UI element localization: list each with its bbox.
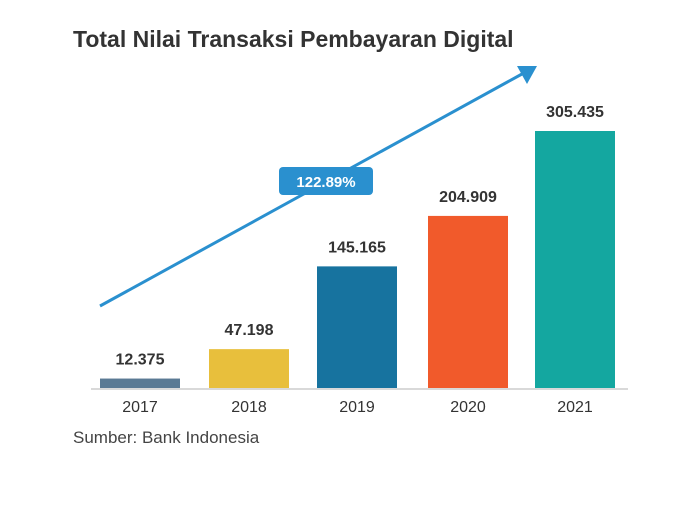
value-label-2019: 145.165 — [328, 239, 386, 256]
x-axis-ticks-group: 2017 2018 2019 2020 2021 — [122, 399, 593, 416]
value-labels-group: 12.375 47.198 145.165 204.909 305.435 — [116, 104, 604, 369]
growth-arrow-head — [517, 66, 537, 84]
growth-badge-label: 122.89% — [296, 174, 355, 191]
growth-badge: 122.89% — [279, 167, 373, 195]
bar-2021 — [535, 131, 615, 389]
growth-badge-box — [279, 167, 373, 195]
x-tick-2020: 2020 — [450, 399, 486, 416]
value-label-2018: 47.198 — [225, 322, 274, 339]
x-tick-2018: 2018 — [231, 399, 267, 416]
bar-2019 — [317, 266, 397, 389]
value-label-2021: 305.435 — [546, 104, 604, 121]
x-tick-2019: 2019 — [339, 399, 375, 416]
x-tick-2021: 2021 — [557, 399, 593, 416]
value-label-2020: 204.909 — [439, 189, 497, 206]
bar-2020 — [428, 215, 508, 389]
value-label-2017: 12.375 — [116, 352, 165, 369]
source-note: Sumber: Bank Indonesia — [73, 428, 260, 447]
bars-group — [100, 131, 615, 389]
bar-2017 — [100, 378, 180, 389]
bar-2018 — [209, 349, 289, 389]
chart-title: Total Nilai Transaksi Pembayaran Digital — [73, 26, 514, 52]
x-tick-2017: 2017 — [122, 399, 158, 416]
